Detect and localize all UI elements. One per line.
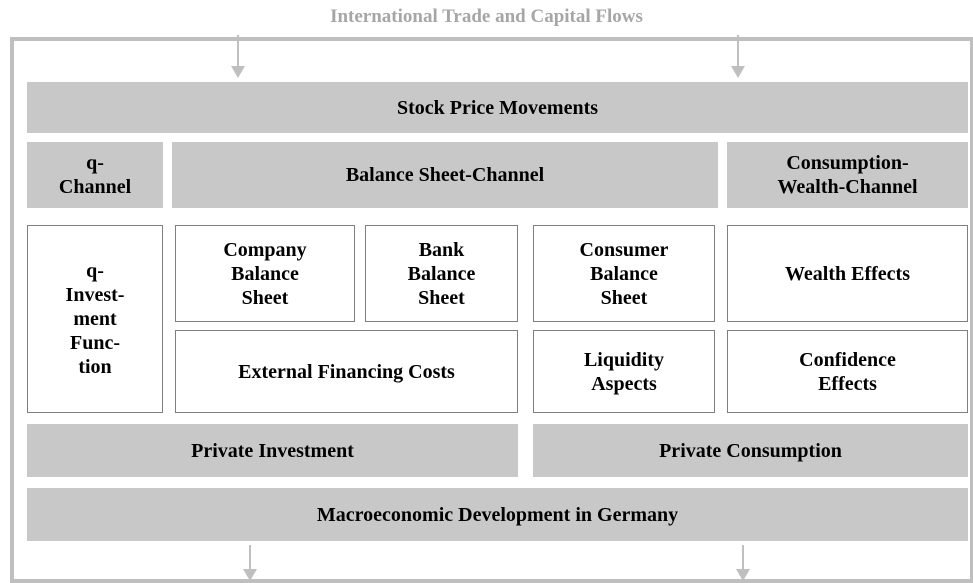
box-label: Sheet [241,286,289,309]
box: q- Channel [27,142,163,208]
box: Wealth Effects [727,225,968,322]
box-label: Balance [231,262,299,285]
box-label: Sheet [418,286,465,309]
box: Stock Price Movements [27,82,968,133]
box-label: Stock Price Movements [396,96,599,119]
box-label: ment [73,308,117,330]
diagram-title: International Trade and Capital Flows [330,6,643,27]
box-label: Channel [58,176,132,198]
box: Macroeconomic Development in Germany [27,488,968,541]
box-label: Consumer [579,238,669,261]
box-label: Sheet [600,286,648,309]
box-label: External Financing Costs [238,360,455,383]
box-label: tion [78,356,112,378]
box-label: Balance [407,262,476,285]
box-label: Effects [818,372,877,395]
box: Consumption- Wealth-Channel [727,142,968,208]
box: q- Invest-ment Func-tion [27,225,163,413]
box-label: Balance Sheet-Channel [345,164,545,186]
box: Bank Balance Sheet [365,225,518,322]
box-label: Consumption- [786,152,909,174]
box-label: q- [86,152,104,174]
box-label: Bank [418,238,465,261]
box-label: Private Investment [191,439,354,462]
box-label: Balance [590,262,658,285]
box-label: Macroeconomic Development in Germany [316,503,679,526]
box-label: Liquidity [583,348,665,371]
frame [10,37,973,583]
box: Company Balance Sheet [175,225,355,322]
box: Private Investment [27,424,518,477]
box-label: q- [86,260,104,282]
box-label: Wealth-Channel [777,176,918,198]
box: Confidence Effects [727,330,968,413]
box-label: Confidence [799,348,896,371]
box: Consumer Balance Sheet [533,225,715,322]
box: Private Consumption [533,424,968,477]
box: Balance Sheet-Channel [172,142,718,208]
box-label: Func- [70,332,120,354]
box-label: Invest- [65,284,125,306]
box-label: Private Consumption [659,439,842,462]
box: Liquidity Aspects [533,330,715,413]
box-label: Wealth Effects [785,262,910,285]
box-label: Company [223,238,307,261]
box: External Financing Costs [175,330,518,413]
box-label: Aspects [591,372,657,395]
